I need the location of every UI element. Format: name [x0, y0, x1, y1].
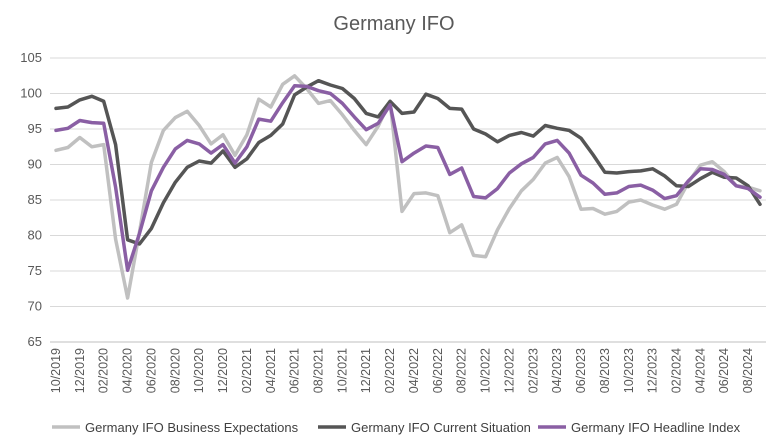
x-tick-label: 08/2020 — [168, 348, 182, 393]
x-tick-label: 06/2023 — [574, 348, 588, 393]
x-tick-label: 06/2022 — [431, 348, 445, 393]
x-tick-label: 06/2020 — [144, 348, 158, 393]
x-tick-label: 04/2021 — [264, 348, 278, 393]
x-axis: 10/2019 12/2019 02/2020 04/2020 06/2020 08/20… — [49, 341, 766, 393]
series-line-3 — [54, 83, 762, 273]
y-tick-label: 105 — [20, 50, 42, 65]
x-tick-label: 08/2023 — [598, 348, 612, 393]
x-tick-label: 10/2019 — [49, 348, 63, 393]
x-tick-label: 04/2020 — [121, 348, 135, 393]
x-tick-label: 12/2020 — [216, 348, 230, 393]
x-tick-label: 12/2023 — [646, 348, 660, 393]
y-tick-label: 75 — [28, 263, 42, 278]
series-line-1 — [54, 74, 762, 300]
x-tick-label: 02/2020 — [97, 348, 111, 393]
x-tick-label: 10/2020 — [192, 348, 206, 393]
series-lines — [54, 74, 762, 300]
x-tick-label: 10/2021 — [335, 348, 349, 393]
x-tick-label: 12/2019 — [73, 348, 87, 393]
series-line-2 — [54, 78, 762, 246]
legend: Germany IFO Business Expectations Germany… — [52, 420, 741, 435]
x-tick-label: 02/2023 — [526, 348, 540, 393]
y-axis: 65 70 75 80 85 90 95 100 105 — [20, 50, 42, 349]
y-tick-label: 90 — [28, 157, 42, 172]
x-tick-label: 06/2021 — [288, 348, 302, 393]
legend-label: Germany IFO Current Situation — [351, 420, 531, 435]
y-tick-label: 85 — [28, 192, 42, 207]
y-tick-label: 65 — [28, 334, 42, 349]
x-tick-label: 06/2024 — [717, 348, 731, 393]
legend-label: Germany IFO Business Expectations — [85, 420, 299, 435]
x-tick-label: 02/2024 — [670, 348, 684, 393]
x-tick-label: 02/2022 — [383, 348, 397, 393]
x-tick-label: 10/2023 — [622, 348, 636, 393]
y-tick-label: 95 — [28, 121, 42, 136]
x-tick-label: 12/2021 — [359, 348, 373, 393]
x-tick-label: 08/2024 — [741, 348, 755, 393]
x-tick-label: 12/2022 — [502, 348, 516, 393]
y-tick-label: 70 — [28, 299, 42, 314]
x-tick-label: 08/2021 — [312, 348, 326, 393]
x-tick-label: 04/2023 — [550, 348, 564, 393]
y-tick-label: 100 — [20, 86, 42, 101]
x-tick-label: 04/2022 — [407, 348, 421, 393]
legend-label: Germany IFO Headline Index — [571, 420, 741, 435]
x-tick-label: 08/2022 — [455, 348, 469, 393]
y-tick-label: 80 — [28, 228, 42, 243]
x-tick-label: 10/2022 — [479, 348, 493, 393]
x-tick-label: 02/2021 — [240, 348, 254, 393]
chart-title: Germany IFO — [333, 13, 454, 35]
x-tick-label: 04/2024 — [693, 348, 707, 393]
